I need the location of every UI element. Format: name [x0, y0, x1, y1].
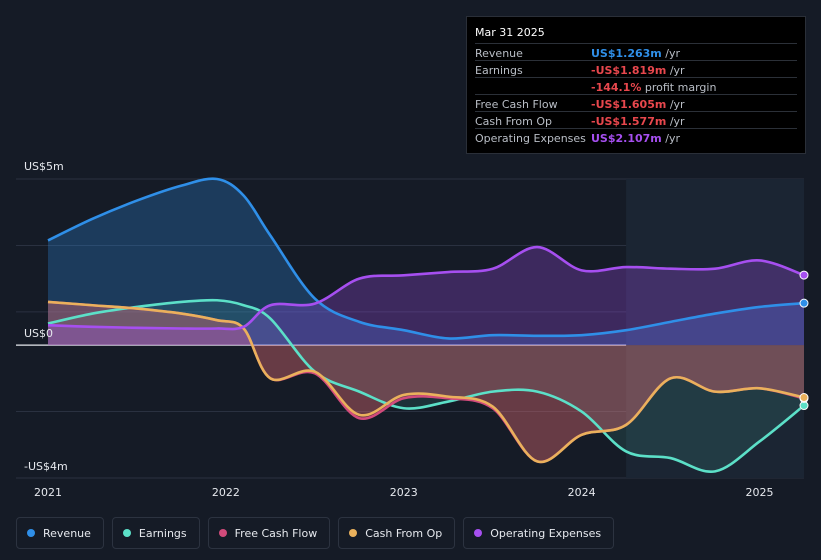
legend-item-cash-from-op[interactable]: Cash From Op: [338, 517, 456, 549]
legend-label: Cash From Op: [365, 526, 443, 540]
free-cash-flow-area: [48, 301, 804, 462]
series-lines: [47, 177, 805, 474]
tooltip-row-label: Earnings: [475, 64, 523, 77]
y-axis-bottom-label: -US$4m: [24, 460, 68, 473]
operating-expenses-area: [48, 247, 804, 346]
tooltip-row-value: -144.1% profit margin: [591, 81, 717, 94]
chart-legend: Revenue Earnings Free Cash Flow Cash Fro…: [16, 517, 615, 549]
operating-expenses-line: [47, 245, 805, 331]
free-cash-flow-dot-icon: [218, 529, 227, 537]
legend-label: Operating Expenses: [490, 526, 602, 540]
tooltip-row-label: Revenue: [475, 47, 523, 60]
x-tick-label: 2022: [212, 486, 240, 499]
operating-expenses-end-marker: [799, 270, 809, 280]
x-tick-label: 2021: [34, 486, 62, 499]
legend-item-free-cash-flow[interactable]: Free Cash Flow: [207, 517, 331, 549]
series-end-markers: [799, 270, 809, 411]
tooltip-row-value: -US$1.577m /yr: [591, 115, 685, 128]
legend-label: Revenue: [43, 526, 91, 540]
series-areas: [48, 178, 804, 472]
tooltip-row-earnings: Earnings -US$1.819m /yr: [475, 60, 797, 77]
legend-label: Earnings: [138, 526, 187, 540]
earnings-line: [47, 298, 805, 474]
tooltip-row-operating-expenses: Operating Expenses US$2.107m /yr: [475, 128, 797, 145]
x-tick-label: 2024: [568, 486, 596, 499]
x-axis-ticks: 2021 2022 2023 2024 2025: [34, 486, 774, 499]
legend-item-operating-expenses[interactable]: Operating Expenses: [463, 517, 615, 549]
cash-from-op-dot-icon: [349, 529, 358, 537]
highlight-region: [626, 179, 804, 478]
tooltip-row-free-cash-flow: Free Cash Flow -US$1.605m /yr: [475, 94, 797, 111]
tooltip-row-label: Cash From Op: [475, 115, 553, 128]
tooltip-row-label: Operating Expenses: [475, 132, 586, 145]
tooltip-row-profit-margin: -144.1% profit margin: [475, 77, 797, 94]
data-tooltip: Mar 31 2025 Revenue US$1.263m /yr Earnin…: [466, 16, 806, 154]
x-tick-label: 2025: [746, 486, 774, 499]
tooltip-row-value: -US$1.605m /yr: [591, 98, 685, 111]
tooltip-row-revenue: Revenue US$1.263m /yr: [475, 43, 797, 60]
y-axis-zero-label: US$0: [24, 327, 53, 340]
operating-expenses-dot-icon: [474, 529, 483, 537]
y-axis-top-label: US$5m: [24, 160, 64, 173]
tooltip-row-label: Free Cash Flow: [475, 98, 558, 111]
revenue-end-marker: [799, 298, 809, 308]
tooltip-row-value: -US$1.819m /yr: [591, 64, 685, 77]
forecast-highlight: [626, 179, 804, 478]
tooltip-row-value: US$2.107m /yr: [591, 132, 681, 145]
legend-item-earnings[interactable]: Earnings: [111, 517, 200, 549]
cash-from-op-area: [48, 301, 804, 462]
earnings-dot-icon: [122, 529, 131, 537]
chart-area: US$5m US$0 -US$4m 2021 2022 2023 2024 2025: [16, 160, 809, 499]
legend-item-revenue[interactable]: Revenue: [16, 517, 104, 549]
tooltip-row-value: US$1.263m /yr: [591, 47, 681, 60]
x-tick-label: 2023: [390, 486, 418, 499]
revenue-line: [47, 177, 805, 340]
tooltip-row-cash-from-op: Cash From Op -US$1.577m /yr: [475, 111, 797, 128]
cash-from-op-line: [47, 300, 805, 464]
cash-from-op-end-marker: [799, 393, 809, 403]
tooltip-date: Mar 31 2025: [475, 26, 545, 39]
revenue-dot-icon: [27, 529, 35, 537]
legend-label: Free Cash Flow: [234, 526, 318, 540]
